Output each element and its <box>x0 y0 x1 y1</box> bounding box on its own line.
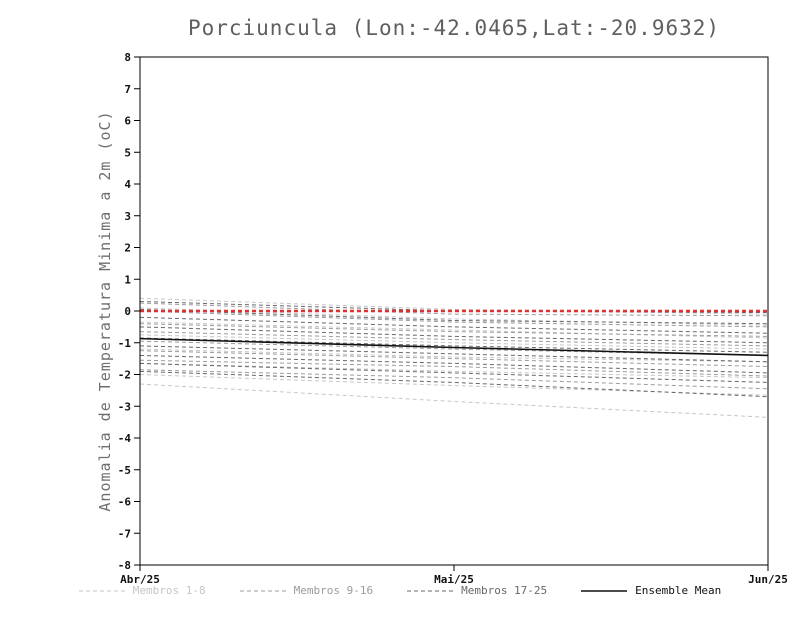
y-tick-label: 6 <box>124 115 131 128</box>
y-tick-label: -4 <box>118 432 132 445</box>
series-line <box>139 337 769 353</box>
series-line <box>139 359 769 377</box>
legend-label: Membros 9-16 <box>293 584 374 597</box>
y-tick-label: 5 <box>124 146 131 159</box>
legend: Membros 1-8 Membros 9-16 Membros 17-25 Ense… <box>0 584 800 597</box>
y-tick-label: 4 <box>124 178 131 191</box>
y-tick-label: -3 <box>118 400 131 413</box>
legend-item: Membros 1-8 <box>78 584 206 597</box>
legend-line-sample <box>407 590 454 591</box>
chart-title: Porciuncula (Lon:-42.0465,Lat:-20.9632) <box>187 16 721 40</box>
x-tick-label: Jun/25 <box>748 573 788 586</box>
legend-label: Membros 1-8 <box>132 584 206 597</box>
y-tick-label: 8 <box>124 51 131 64</box>
y-tick-label: -1 <box>118 337 132 350</box>
series-line <box>139 337 769 357</box>
legend-item: Ensemble Mean <box>581 584 721 597</box>
y-tick-label: 2 <box>124 242 131 255</box>
x-tick-label: Abr/25 <box>120 573 160 586</box>
legend-line-sample <box>581 589 628 592</box>
x-tick-label: Mai/25 <box>434 573 474 586</box>
y-tick-label: 7 <box>124 83 131 96</box>
legend-item: Membros 17-25 <box>407 584 547 597</box>
legend-label: Membros 17-25 <box>461 584 548 597</box>
series-line <box>139 383 769 418</box>
y-tick-label: 0 <box>124 305 131 318</box>
y-tick-label: 3 <box>124 210 131 223</box>
y-tick-label: -7 <box>118 527 131 540</box>
y-tick-label: 1 <box>124 273 131 286</box>
y-tick-label: -6 <box>118 496 132 509</box>
legend-line-sample <box>78 590 125 591</box>
legend-item: Membros 9-16 <box>239 584 374 597</box>
y-tick-label: -2 <box>118 369 131 382</box>
legend-label: Ensemble Mean <box>635 584 722 597</box>
y-tick-label: -5 <box>118 464 131 477</box>
legend-line-sample <box>239 590 286 591</box>
series-line <box>139 370 769 398</box>
y-tick-label: -8 <box>118 559 131 572</box>
